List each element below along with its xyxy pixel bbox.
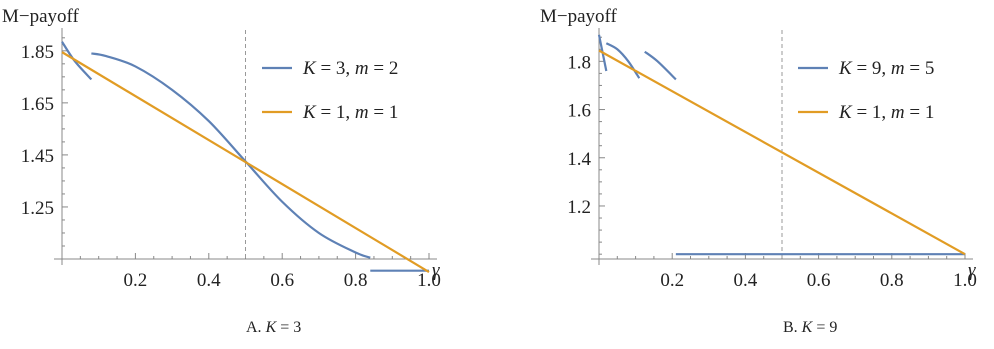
y-tick-label: 1.25 (21, 198, 54, 219)
x-tick-label: 0.8 (344, 270, 368, 291)
y-tick-label: 1.45 (21, 146, 54, 167)
y-tick-label: 1.8 (567, 52, 591, 73)
x-tick-label: 0.2 (660, 270, 684, 291)
caption-rest: = 9 (812, 319, 837, 336)
caption-var: K (265, 319, 278, 336)
x-axis-label: γ (968, 260, 976, 281)
series-line-0 (597, 34, 608, 72)
legend-text-mid: = 9, (852, 58, 891, 79)
legend-var-m: m (355, 102, 369, 123)
legend-var-m: m (355, 58, 369, 79)
x-tick-label: 0.8 (880, 270, 904, 291)
series-line-0 (644, 50, 677, 81)
legend-var-m: m (891, 58, 905, 79)
series-line-1 (598, 49, 966, 256)
caption-var: K (801, 319, 814, 336)
legend-label-1: K = 1, m = 1 (838, 102, 934, 123)
x-axis-label: γ (432, 260, 440, 281)
x-tick-label: 0.6 (270, 270, 294, 291)
legend-text-end: = 1 (905, 102, 935, 123)
x-tick-label: 0.6 (807, 270, 831, 291)
x-tick-label: 1.0 (417, 270, 441, 291)
caption-prefix: A. (246, 319, 266, 336)
panel-caption: B. K = 9 (783, 319, 837, 336)
y-axis-label: M−payoff (2, 6, 80, 27)
x-tick-label: 0.2 (124, 270, 148, 291)
panel-a: 0.2 0.4 0.6 0.8 1.0 1.25 1.45 1.65 1.85 M−payoff γ… (2, 6, 441, 336)
legend-label-0: K = 3, m = 2 (302, 58, 398, 79)
series-line-0 (91, 52, 371, 259)
legend-text-end: = 5 (905, 58, 935, 79)
y-tick-label: 1.65 (21, 94, 54, 115)
series-line-1 (61, 51, 430, 273)
y-tick-label: 1.2 (567, 197, 591, 218)
legend-var-k: K (302, 58, 317, 79)
legend-var-k: K (838, 58, 853, 79)
x-tick-label: 0.4 (734, 270, 758, 291)
series-line-0 (61, 41, 93, 81)
legend-label-0: K = 9, m = 5 (838, 58, 934, 79)
panel-caption: A. K = 3 (246, 319, 301, 336)
panel-b: 0.2 0.4 0.6 0.8 1.0 1.2 1.4 1.6 1.8 M−payoff γ K = … (540, 6, 977, 336)
y-tick-label: 1.6 (567, 101, 591, 122)
legend-text-end: = 2 (369, 58, 399, 79)
x-tick-label: 0.4 (197, 270, 221, 291)
legend-var-k: K (838, 102, 853, 123)
y-tick-label: 1.85 (21, 42, 54, 63)
y-tick-label: 1.4 (567, 149, 591, 170)
legend-label-1: K = 1, m = 1 (302, 102, 398, 123)
legend-text-end: = 1 (369, 102, 399, 123)
caption-prefix: B. (783, 319, 802, 336)
legend-text-mid: = 1, (852, 102, 891, 123)
legend-var-k: K (302, 102, 317, 123)
y-axis-label: M−payoff (540, 6, 618, 27)
legend-var-m: m (891, 102, 905, 123)
legend-text-mid: = 1, (316, 102, 355, 123)
legend-text-mid: = 3, (316, 58, 355, 79)
caption-rest: = 3 (276, 319, 301, 336)
x-tick-label: 1.0 (953, 270, 977, 291)
series-line-0 (605, 42, 641, 79)
